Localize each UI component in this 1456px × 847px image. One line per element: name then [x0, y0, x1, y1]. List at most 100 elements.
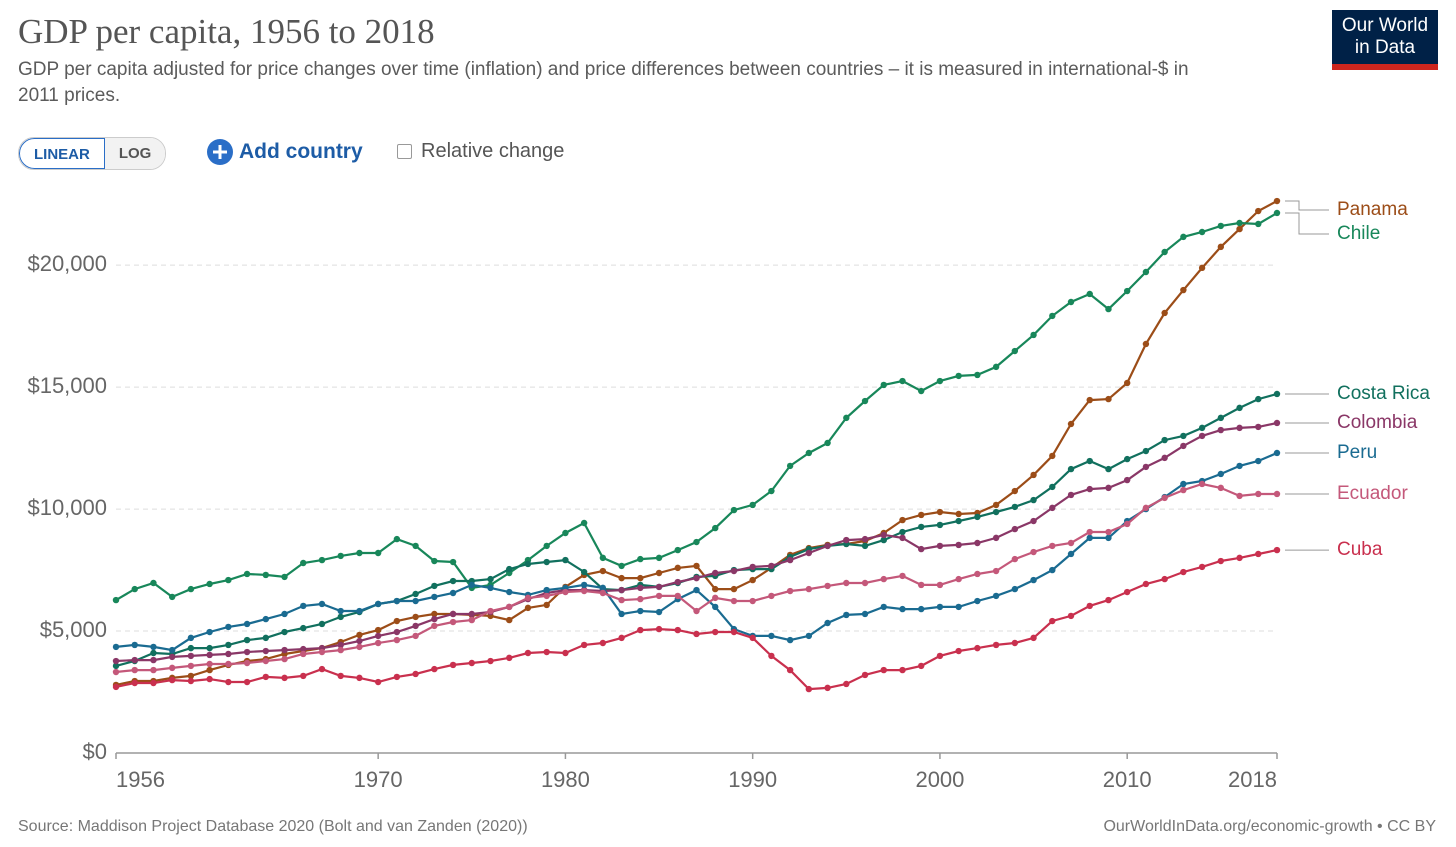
point [730, 506, 738, 514]
point [918, 545, 925, 553]
line [115, 421, 1278, 663]
point [1236, 492, 1243, 500]
point [880, 603, 887, 611]
point [918, 511, 925, 519]
point [936, 542, 944, 550]
point [730, 566, 738, 574]
point [168, 664, 176, 672]
point [655, 569, 663, 577]
point [187, 662, 195, 670]
label-connector [1285, 212, 1329, 235]
point [1105, 395, 1112, 403]
point [131, 585, 138, 593]
series [112, 419, 1281, 665]
point [618, 610, 625, 618]
point [580, 568, 588, 576]
point [880, 666, 887, 674]
point [543, 589, 550, 597]
point [431, 557, 438, 565]
point [843, 680, 850, 688]
relative-change-toggle[interactable]: Relative change [397, 140, 564, 163]
point [1030, 576, 1037, 584]
point [1030, 517, 1037, 525]
point [618, 586, 625, 594]
point [880, 529, 887, 537]
point [1049, 504, 1056, 512]
point [393, 535, 401, 543]
y-tick-label: $0 [83, 739, 107, 764]
point [637, 595, 644, 603]
point [337, 638, 344, 646]
point [412, 613, 419, 621]
point [449, 589, 457, 597]
linear-button[interactable]: LINEAR [19, 138, 105, 169]
point [187, 634, 195, 642]
point [712, 524, 719, 532]
point [393, 597, 401, 605]
point [918, 387, 925, 395]
point [861, 542, 869, 550]
point [712, 594, 719, 602]
point [1011, 585, 1019, 593]
point [449, 610, 457, 618]
point [1198, 432, 1206, 440]
point [580, 586, 588, 594]
point [1273, 419, 1281, 427]
point [1123, 520, 1131, 528]
line [115, 212, 1278, 602]
point [899, 534, 906, 542]
point [356, 631, 363, 639]
point [206, 644, 213, 652]
point [1161, 309, 1168, 317]
point [992, 592, 1000, 600]
point [918, 605, 925, 613]
point [1105, 596, 1112, 604]
log-button[interactable]: LOG [104, 138, 166, 169]
point [955, 575, 962, 583]
point [168, 676, 176, 684]
point [356, 637, 363, 645]
point [562, 556, 569, 564]
point [992, 534, 1000, 542]
point [449, 610, 457, 618]
point [412, 632, 419, 640]
point [655, 554, 663, 562]
point [1255, 550, 1262, 558]
point [543, 648, 550, 656]
checkbox[interactable] [397, 144, 412, 159]
point [374, 600, 382, 608]
point [955, 603, 962, 611]
point [150, 649, 157, 657]
point [693, 574, 700, 582]
point [468, 611, 475, 619]
point [112, 662, 120, 670]
point [805, 449, 813, 457]
point [936, 521, 944, 529]
point [1067, 491, 1075, 499]
point [412, 670, 419, 678]
point [187, 677, 195, 685]
point [618, 574, 625, 582]
source-url[interactable]: OurWorldInData.org/economic-growth • CC … [1103, 818, 1436, 835]
logo[interactable]: Our World in Data [1332, 10, 1438, 70]
point [168, 646, 176, 654]
point [861, 671, 869, 679]
add-country-button[interactable]: Add country [207, 139, 363, 165]
point [412, 542, 419, 550]
point [393, 617, 401, 625]
point [487, 612, 494, 620]
point [131, 641, 138, 649]
point [543, 592, 550, 600]
point [1180, 432, 1187, 440]
line [115, 451, 1278, 652]
plus-icon [207, 139, 233, 165]
point [861, 397, 869, 405]
point [712, 603, 719, 611]
point [786, 587, 794, 595]
point [1049, 566, 1056, 574]
point [412, 590, 419, 598]
point [1236, 225, 1243, 233]
point [1123, 517, 1131, 525]
point [1198, 264, 1206, 272]
